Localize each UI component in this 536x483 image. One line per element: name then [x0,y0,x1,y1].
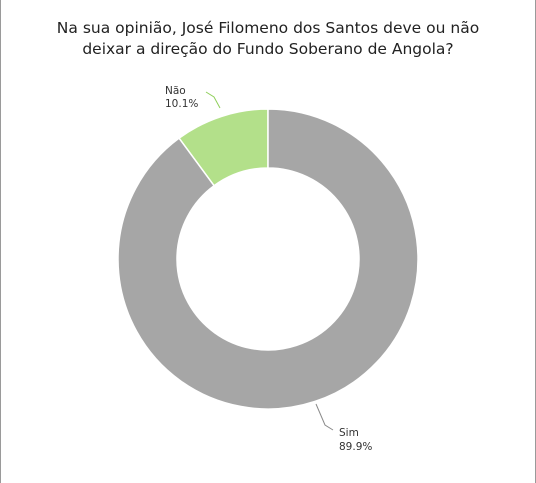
slice-value-nao: 10.1% [165,98,198,110]
slice-value-sim: 89.9% [339,441,372,453]
chart-title-line-1: Na sua opinião, José Filomeno dos Santos… [56,19,480,37]
leader-line-sim [315,403,334,431]
chart-title: Na sua opinião, José Filomeno dos Santos… [40,18,496,60]
slice-sim[interactable] [117,108,419,410]
slice-label-nao: Não [165,85,186,97]
leader-line-nao [205,91,221,109]
slice-label-sim: Sim [339,427,359,439]
chart-title-line-2: deixar a direção do Fundo Soberano de An… [82,40,454,58]
